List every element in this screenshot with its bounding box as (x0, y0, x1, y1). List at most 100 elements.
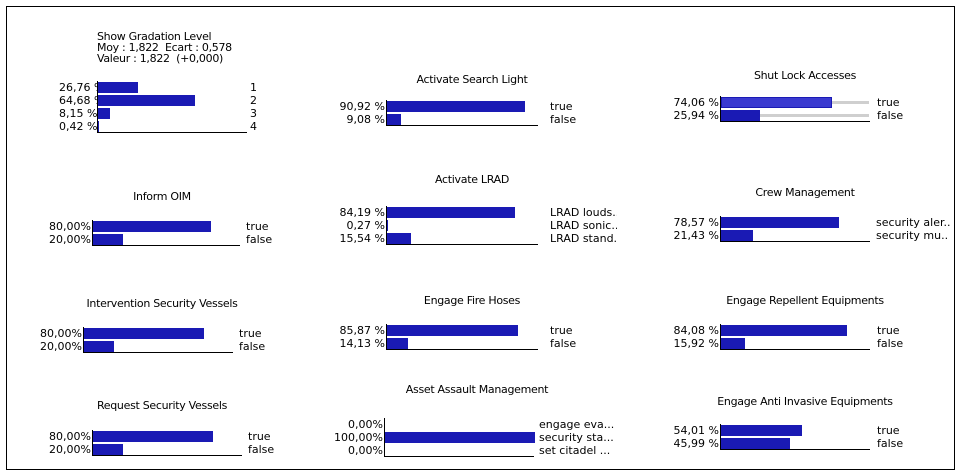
state-row[interactable]: 14,13 % false (327, 337, 617, 350)
state-row[interactable]: 20,00% false (27, 340, 297, 353)
state-probability: 74,06 % (673, 96, 719, 109)
node-title: Asset Assault Management (405, 383, 549, 396)
state-label: true (877, 96, 900, 109)
state-row[interactable]: 21,43 % security mu.. (660, 229, 950, 242)
state-label: security sta... (539, 431, 614, 444)
node-activate-lrad[interactable]: Activate LRAD 84,19 % LRAD louds... 0,27 % L… (327, 173, 617, 249)
node-intervention-security-vessels[interactable]: Intervention Security Vessels 80,00% true 2… (27, 297, 297, 357)
state-probability: 100,00% (334, 431, 383, 444)
state-probability: 64,68 % (59, 94, 105, 107)
state-probability: 0,00% (348, 418, 383, 431)
state-label: 1 (250, 81, 257, 94)
probability-bar (93, 431, 213, 442)
state-label: true (246, 220, 269, 233)
state-row[interactable]: 64,68 % 2 (59, 94, 299, 107)
probability-bar (385, 432, 535, 443)
probability-bar (387, 220, 388, 231)
state-probability: 80,00% (49, 220, 91, 233)
state-probability: 54,01 % (673, 424, 719, 437)
probability-track (386, 206, 538, 219)
state-row[interactable]: 0,27 % LRAD sonic... (327, 219, 617, 232)
state-label: false (239, 340, 266, 353)
probability-bar (721, 425, 802, 436)
probability-track (386, 219, 538, 232)
node-title: Engage Repellent Equipments (726, 294, 884, 307)
previous-probability-bar (721, 114, 869, 117)
state-row[interactable]: 15,54 % LRAD stand.. (327, 232, 617, 245)
state-row[interactable]: 20,00% false (27, 233, 297, 246)
node-shut-lock-accesses[interactable]: Shut Lock Accesses 74,06 % true 25,94 % fals… (660, 69, 950, 126)
state-row[interactable]: 80,00% true (27, 327, 297, 340)
probability-bar (721, 110, 760, 121)
state-label: 4 (250, 120, 257, 133)
state-row[interactable]: 20,00% false (27, 443, 297, 456)
state-label: true (239, 327, 262, 340)
node-title: Shut Lock Accesses (753, 69, 857, 82)
state-probability: 84,19 % (339, 206, 385, 219)
probability-track (92, 233, 240, 246)
node-crew-management[interactable]: Crew Management 78,57 % security aler.. 21,… (660, 186, 950, 246)
state-label: LRAD sonic... (550, 219, 617, 232)
state-label: false (877, 337, 904, 350)
state-probability: 20,00% (49, 443, 91, 456)
state-row[interactable]: 84,08 % true (660, 324, 950, 337)
probability-track (384, 418, 534, 431)
node-engage-fire-hoses[interactable]: Engage Fire Hoses 85,87 % true 14,13 % false (327, 294, 617, 354)
state-row[interactable]: 25,94 % false (660, 109, 950, 122)
probability-bar (387, 233, 411, 244)
state-label: false (877, 437, 904, 450)
state-row[interactable]: 45,99 % false (660, 437, 950, 450)
probability-track (720, 109, 870, 122)
state-label: LRAD louds... (550, 206, 617, 219)
probability-bar (387, 101, 525, 112)
state-row[interactable]: 80,00% true (27, 430, 297, 443)
probability-bar (98, 121, 99, 132)
state-row[interactable]: 8,15 % 3 (59, 107, 299, 120)
node-asset-assault-management[interactable]: Asset Assault Management 0,00% engage eva.… (327, 383, 627, 461)
node-inform-oim[interactable]: Inform OIM 80,00% true 20,00% false (27, 190, 297, 250)
state-row[interactable]: 100,00% security sta... (327, 431, 627, 444)
state-row[interactable]: 15,92 % false (660, 337, 950, 350)
probability-track (97, 94, 247, 107)
state-row[interactable]: 26,76 % 1 (59, 81, 299, 94)
node-engage-anti-invasive-equipments[interactable]: Engage Anti Invasive Equipments 54,01 % tr… (660, 395, 950, 454)
state-label: false (246, 233, 273, 246)
probability-bar (93, 221, 211, 232)
node-title: Inform OIM (133, 190, 191, 203)
probability-track (384, 431, 535, 444)
state-row[interactable]: 90,92 % true (327, 100, 617, 113)
node-title: Engage Anti Invasive Equipments (717, 395, 893, 408)
node-title: Crew Management (755, 186, 855, 199)
node-activate-search-light[interactable]: Activate Search Light 90,92 % true 9,08 % fa… (327, 73, 617, 130)
state-probability: 20,00% (40, 340, 82, 353)
state-row[interactable]: 84,19 % LRAD louds... (327, 206, 617, 219)
node-title: Activate Search Light (416, 73, 528, 86)
state-row[interactable]: 78,57 % security aler.. (660, 216, 950, 229)
probability-track (386, 113, 538, 126)
state-row[interactable]: 9,08 % false (327, 113, 617, 126)
node-request-security-vessels[interactable]: Request Security Vessels 80,00% true 20,00%… (27, 399, 297, 460)
state-row[interactable]: 54,01 % true (660, 424, 950, 437)
state-probability: 0,27 % (346, 219, 385, 232)
probability-track (720, 216, 870, 229)
state-probability: 85,87 % (339, 324, 385, 337)
state-label: true (550, 324, 573, 337)
state-probability: 80,00% (40, 327, 82, 340)
probability-track (92, 443, 242, 456)
state-row[interactable]: 0,00% engage eva... (327, 418, 627, 431)
state-row[interactable]: 85,87 % true (327, 324, 617, 337)
node-show-gradation-level[interactable]: Show Gradation Level Moy : 1,822 Ecart : … (59, 31, 299, 137)
probability-bar (721, 97, 832, 108)
state-row[interactable]: 80,00% true (27, 220, 297, 233)
probability-bar (84, 341, 114, 352)
state-probability: 0,42 % (59, 120, 98, 133)
state-row[interactable]: 0,42 % 4 (59, 120, 299, 133)
node-engage-repellent-equipments[interactable]: Engage Repellent Equipments 84,08 % true 15… (660, 294, 950, 354)
probability-bar (387, 325, 518, 336)
probability-bar (721, 217, 839, 228)
probability-track (83, 340, 233, 353)
probability-bar (387, 114, 401, 125)
node-statistics: Valeur : 1,822 (+0,000) (97, 52, 224, 65)
state-row[interactable]: 74,06 % true (660, 96, 950, 109)
state-row[interactable]: 0,00% set citadel ... (327, 444, 627, 457)
